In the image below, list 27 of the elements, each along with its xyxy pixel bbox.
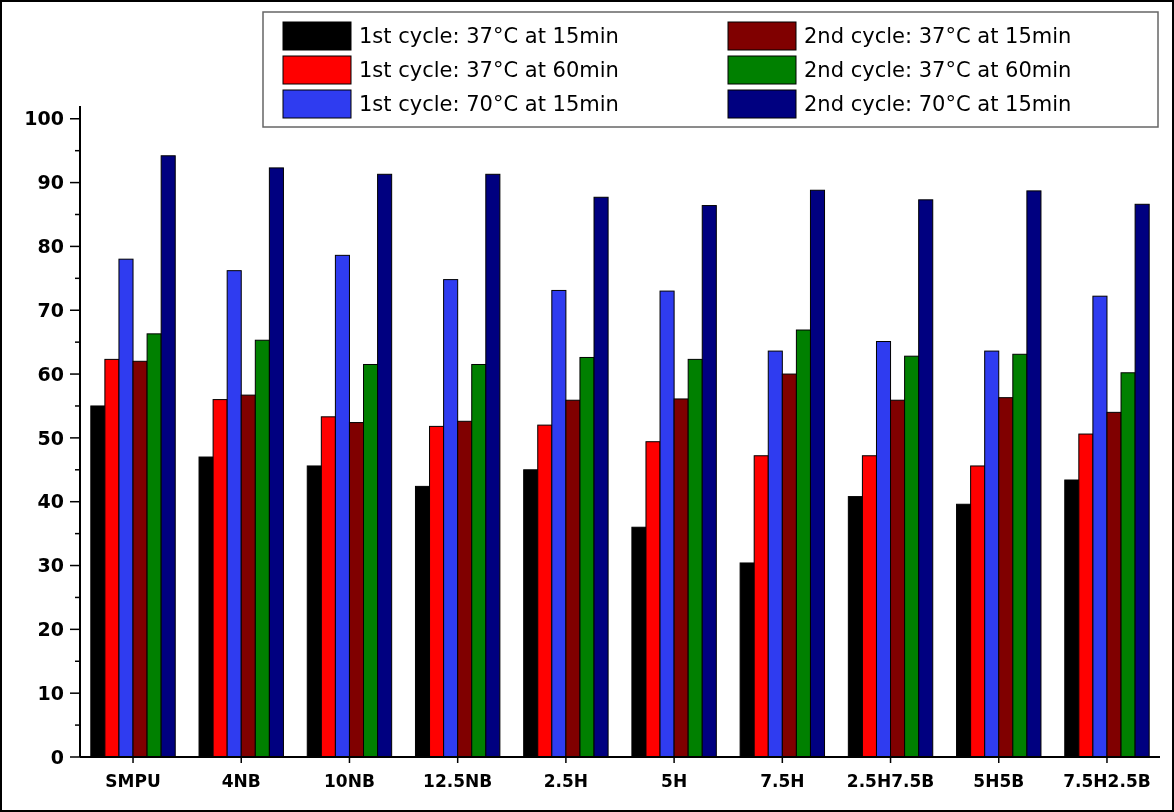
x-tick-label: 7.5H2.5B: [1063, 771, 1151, 791]
x-tick-label: 2.5H7.5B: [846, 771, 935, 791]
legend-label: 1st cycle: 70°C at 15min: [359, 92, 619, 117]
y-tick-label: 20: [37, 618, 64, 640]
x-tick-label: SMPU: [105, 771, 161, 791]
y-tick-label: 60: [37, 362, 64, 385]
y-tick-label: 30: [37, 554, 64, 577]
y-tick-label: 70: [37, 298, 64, 321]
x-tick-label: 5H5B: [973, 771, 1025, 791]
y-tick-label: 80: [37, 235, 64, 258]
x-tick-label: 5H: [661, 771, 688, 791]
legend-label: 2nd cycle: 37°C at 60min: [804, 58, 1072, 83]
legend-label: 2nd cycle: 70°C at 15min: [804, 92, 1072, 117]
x-tick-label: 2.5H: [543, 771, 589, 791]
x-tick-label: 4NB: [221, 771, 261, 791]
y-tick-label: 0: [50, 745, 64, 768]
y-tick-label: 50: [37, 426, 64, 449]
x-tick-label: 7.5H: [760, 771, 805, 791]
y-tick-label: 10: [37, 681, 64, 704]
y-tick-label: 40: [37, 490, 64, 513]
x-tick-label: 12.5NB: [423, 771, 493, 791]
x-tick-label: 10NB: [324, 771, 375, 791]
legend-label: 1st cycle: 37°C at 15min: [359, 24, 619, 49]
legend-label: 2nd cycle: 37°C at 15min: [804, 24, 1072, 49]
y-tick-label: 100: [24, 107, 64, 130]
y-tick-label: 90: [37, 171, 64, 194]
legend-label: 1st cycle: 37°C at 60min: [359, 58, 619, 83]
